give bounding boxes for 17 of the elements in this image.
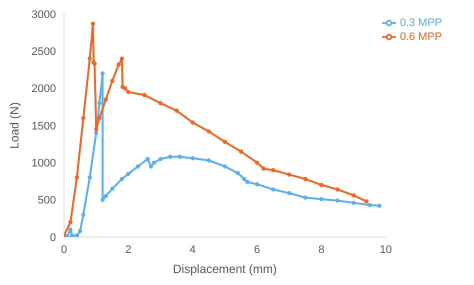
x-tick-label: 10 — [380, 244, 392, 256]
x-tick-label: 2 — [125, 244, 132, 256]
y-axis-title: Load (N) — [7, 102, 22, 149]
y-tick-label: 2000 — [32, 83, 56, 96]
legend-label: 0.3 MPP — [400, 16, 442, 29]
y-tick-label: 2500 — [32, 46, 56, 58]
x-tick-label: 6 — [254, 244, 260, 256]
y-tick-label: 1000 — [32, 158, 56, 170]
x-tick-label: 0 — [60, 244, 68, 256]
y-tick-label: 3000 — [32, 8, 56, 21]
y-tick-label: 500 — [38, 194, 56, 207]
y-tick-label: 0 — [50, 232, 56, 244]
x-tick-label: 4 — [190, 244, 196, 256]
x-tick-label: 8 — [318, 244, 325, 256]
x-axis-title: Displacement (mm) — [172, 262, 277, 276]
legend-label: 0.6 MPP — [400, 30, 442, 43]
y-tick-label: 1500 — [32, 120, 56, 132]
